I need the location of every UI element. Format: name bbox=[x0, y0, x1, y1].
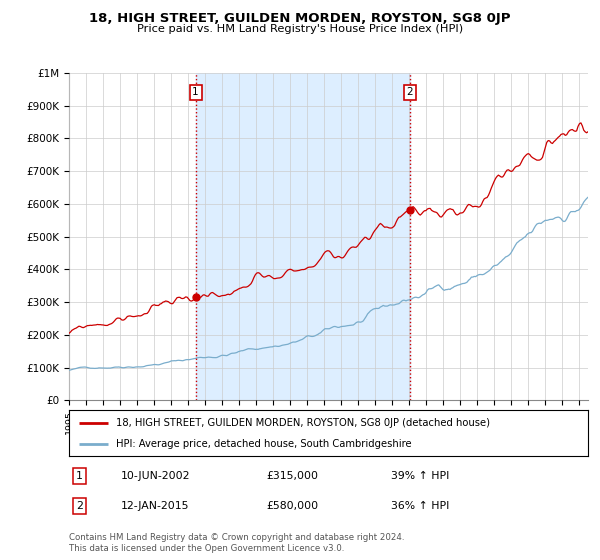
Text: £580,000: £580,000 bbox=[266, 501, 319, 511]
Text: 36% ↑ HPI: 36% ↑ HPI bbox=[391, 501, 449, 511]
Text: 12-JAN-2015: 12-JAN-2015 bbox=[121, 501, 190, 511]
Text: Contains HM Land Registry data © Crown copyright and database right 2024.
This d: Contains HM Land Registry data © Crown c… bbox=[69, 533, 404, 553]
Text: 1: 1 bbox=[192, 87, 199, 97]
Text: 39% ↑ HPI: 39% ↑ HPI bbox=[391, 471, 449, 481]
Text: 18, HIGH STREET, GUILDEN MORDEN, ROYSTON, SG8 0JP (detached house): 18, HIGH STREET, GUILDEN MORDEN, ROYSTON… bbox=[116, 418, 490, 428]
Text: HPI: Average price, detached house, South Cambridgeshire: HPI: Average price, detached house, Sout… bbox=[116, 439, 412, 449]
Text: £315,000: £315,000 bbox=[266, 471, 318, 481]
Text: 2: 2 bbox=[76, 501, 83, 511]
Text: 1: 1 bbox=[76, 471, 83, 481]
Text: 2: 2 bbox=[407, 87, 413, 97]
Text: 18, HIGH STREET, GUILDEN MORDEN, ROYSTON, SG8 0JP: 18, HIGH STREET, GUILDEN MORDEN, ROYSTON… bbox=[89, 12, 511, 25]
Text: 10-JUN-2002: 10-JUN-2002 bbox=[121, 471, 190, 481]
Bar bbox=[196, 73, 410, 400]
Text: Price paid vs. HM Land Registry's House Price Index (HPI): Price paid vs. HM Land Registry's House … bbox=[137, 24, 463, 34]
